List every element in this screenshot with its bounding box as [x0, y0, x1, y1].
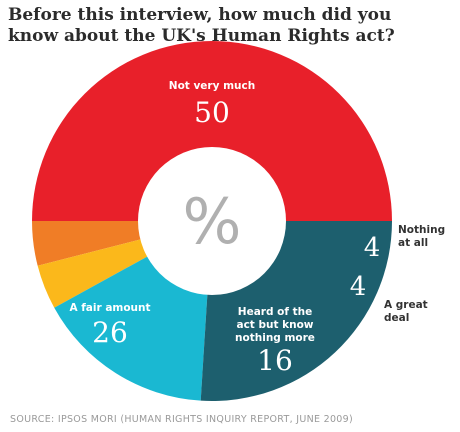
slice-label-4-line-0: A fair amount: [69, 302, 150, 314]
slice-label-3-line-0: Heard of the: [238, 306, 312, 318]
slice-value-4: 26: [92, 316, 128, 349]
chart-title: Before this interview, how much did you …: [8, 5, 395, 46]
donut-hole: [138, 147, 286, 295]
slice-label-1-line-1: at all: [398, 237, 428, 249]
slice-label-3-line-2: nothing more: [235, 332, 315, 344]
source-note: SOURCE: IPSOS MORI (HUMAN RIGHTS INQUIRY…: [10, 414, 354, 425]
slice-label-3-line-1: act but know: [236, 319, 313, 331]
slice-value-3: 16: [257, 344, 293, 377]
center-percent-label: %: [183, 185, 242, 258]
slice-value-0: 50: [194, 96, 230, 129]
slice-label-1-line-0: Nothing: [398, 224, 445, 236]
slice-not-very-much: [32, 41, 392, 221]
slice-label-2-line-1: deal: [384, 312, 409, 324]
slice-label-0-line-0: Not very much: [169, 80, 255, 92]
slices: [32, 41, 392, 401]
slice-value-2: 4: [350, 272, 367, 302]
slice-label-2-line-0: A great: [384, 299, 428, 311]
slice-value-1: 4: [364, 233, 381, 263]
